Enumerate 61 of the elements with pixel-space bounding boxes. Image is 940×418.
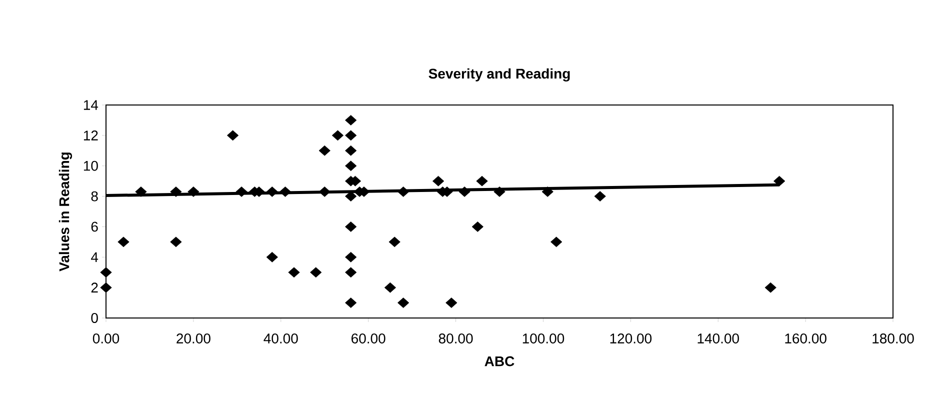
point [100,282,112,293]
point [472,222,484,232]
point [226,130,239,141]
point [188,186,200,197]
y-tick-label: 10 [84,160,98,171]
x-tick-label: 0.00 [92,334,120,344]
point [345,115,357,126]
point [397,186,410,197]
point [494,186,506,197]
point [318,186,330,197]
point [384,282,396,293]
point [594,191,606,202]
x-tick-label: 20.00 [176,334,210,344]
point [388,236,400,248]
x-tick-label: 80.00 [438,334,473,344]
y-tick-label: 6 [91,222,98,232]
point [345,298,357,308]
point [476,176,488,186]
x-tick-label: 40.00 [264,334,298,344]
x-tick-label: 120.00 [610,334,652,344]
y-tick-label: 4 [90,252,98,262]
x-tick-label: 160.00 [785,334,826,344]
x-tick-label: 180.00 [872,334,914,344]
point [345,160,357,172]
y-tick-label: 0 [91,313,98,323]
x-tick-label: 140.00 [698,334,739,344]
point [288,267,300,278]
point [345,252,357,262]
x-tick-label: 60.00 [352,334,386,344]
y-tick-label: 2 [91,282,98,292]
point [397,298,410,308]
point [135,186,147,197]
point [764,282,776,293]
point [345,267,357,278]
point [279,186,292,197]
chart-title: Severity and Reading [428,68,570,82]
y-axis-title: Values in Reading [58,152,72,272]
point [266,186,278,197]
point [170,186,182,197]
x-tick-label: 100.00 [522,334,564,344]
y-tick-label: 12 [84,130,98,140]
point [432,176,444,186]
x-axis-title: ABC [484,356,514,366]
point [345,222,357,232]
point [266,252,278,262]
point [100,267,112,278]
point [774,176,786,186]
point [236,186,248,197]
y-tick-label: 8 [91,191,98,202]
point [332,130,344,141]
point [345,145,357,156]
y-tick-label: 14 [84,100,98,110]
point [310,267,322,278]
point [446,298,458,308]
point [550,236,562,248]
point [458,186,470,197]
point [170,236,182,248]
point [542,186,554,197]
point [318,145,330,156]
point [345,130,357,141]
point [118,236,130,248]
